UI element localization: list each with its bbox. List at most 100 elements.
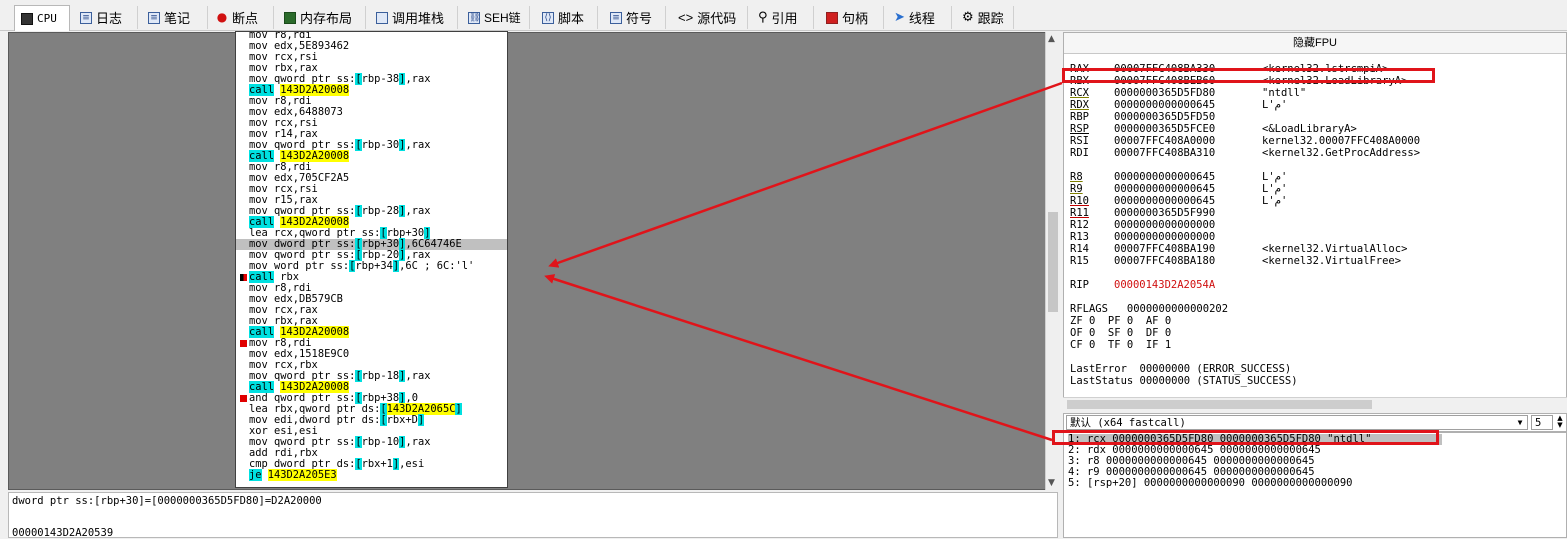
- disasm-line[interactable]: mov qword ptr ss:[rbp-20],rax: [236, 249, 507, 261]
- argument-count-stepper[interactable]: ▲ ▼: [1554, 415, 1566, 430]
- disasm-line[interactable]: cmp dword ptr ds:[rbx+1],esi: [236, 458, 507, 470]
- scrollbar-thumb[interactable]: [1067, 400, 1372, 409]
- tab-source[interactable]: <> 源代码: [672, 6, 748, 29]
- disasm-line[interactable]: call 143D2A20008: [236, 381, 507, 393]
- disasm-line[interactable]: mov r8,rdi: [236, 32, 507, 41]
- chevron-down-icon[interactable]: ▼: [1517, 418, 1523, 427]
- disasm-line[interactable]: mov edx,705CF2A5: [236, 173, 507, 184]
- register-value[interactable]: 0000000365D5FCE0: [1114, 123, 1216, 135]
- disasm-line[interactable]: lea rbx,qword ptr ds:[143D2A2065C]: [236, 403, 507, 415]
- disasm-line[interactable]: mov rbx,rax: [236, 316, 507, 327]
- flags-row[interactable]: ZF 0 PF 0 AF 0: [1070, 315, 1172, 327]
- disasm-line[interactable]: mov word ptr ss:[rbp+34],6C ; 6C:'l': [236, 260, 507, 272]
- register-value[interactable]: 0000000000000645: [1114, 171, 1216, 183]
- disasm-line[interactable]: mov rcx,rsi: [236, 118, 507, 129]
- hide-fpu-button[interactable]: 隐藏FPU: [1064, 33, 1566, 54]
- chevron-up-icon[interactable]: ▲: [1557, 414, 1563, 422]
- disasm-text: mov qword ptr ss:[rbp-28],rax: [249, 205, 431, 217]
- disasm-line[interactable]: mov r8,rdi: [236, 96, 507, 107]
- disasm-line[interactable]: mov rcx,rax: [236, 305, 507, 316]
- breakpoint-marker-icon[interactable]: [240, 395, 247, 402]
- register-value[interactable]: 0000000000000645: [1114, 99, 1216, 111]
- disasm-line[interactable]: mov edx,5E893462: [236, 41, 507, 52]
- disasm-line[interactable]: mov r8,rdi: [236, 162, 507, 173]
- disasm-line[interactable]: mov rcx,rsi: [236, 184, 507, 195]
- argument-row[interactable]: 2: rdx 0000000000000645 0000000000000645: [1068, 444, 1321, 456]
- disasm-line[interactable]: je 143D2A205E3: [236, 469, 507, 481]
- disasm-line[interactable]: mov r8,rdi: [236, 338, 507, 349]
- disasm-line[interactable]: call 143D2A20008: [236, 326, 507, 338]
- disasm-line[interactable]: mov r14,rax: [236, 129, 507, 140]
- flags-row[interactable]: CF 0 TF 0 IF 1: [1070, 339, 1172, 351]
- disasm-line[interactable]: mov rcx,rsi: [236, 52, 507, 63]
- calling-convention-select[interactable]: 默认 (x64 fastcall) ▼: [1066, 415, 1528, 430]
- tab-seh-chain[interactable]: ⛓ SEH链: [462, 6, 530, 29]
- info-pane: dword ptr ss:[rbp+30]=[0000000365D5FD80]…: [8, 492, 1058, 539]
- tab-references[interactable]: ⚲ 引用: [752, 6, 814, 29]
- register-value[interactable]: 0000000365D5FD50: [1114, 111, 1216, 123]
- register-value[interactable]: 00007FFC408BA310: [1114, 147, 1216, 159]
- tab-cpu[interactable]: CPU: [14, 5, 70, 31]
- disasm-line[interactable]: mov qword ptr ss:[rbp-30],rax: [236, 139, 507, 151]
- register-value[interactable]: 0000000365D5FD80: [1114, 87, 1216, 99]
- disasm-line[interactable]: call 143D2A20008: [236, 84, 507, 96]
- disasm-line[interactable]: mov qword ptr ss:[rbp-38],rax: [236, 73, 507, 85]
- disasm-line[interactable]: add rdi,rbx: [236, 448, 507, 459]
- disasm-line[interactable]: mov r15,rax: [236, 195, 507, 206]
- flags-row[interactable]: OF 0 SF 0 DF 0: [1070, 327, 1172, 339]
- tab-handles[interactable]: 句柄: [820, 6, 884, 29]
- register-value[interactable]: 00000143D2A2054A: [1114, 279, 1216, 291]
- scrollbar-thumb[interactable]: [1048, 212, 1058, 312]
- disasm-line[interactable]: mov r8,rdi: [236, 283, 507, 294]
- tab-script[interactable]: ⟨⟩ 脚本: [536, 6, 598, 29]
- register-value[interactable]: 00007FFC408BA190: [1114, 243, 1216, 255]
- disasm-line[interactable]: xor esi,esi: [236, 426, 507, 437]
- registers-hscrollbar[interactable]: [1063, 397, 1567, 411]
- register-value[interactable]: 00007FFC408A0000: [1114, 135, 1216, 147]
- disasm-line[interactable]: mov edx,1518E9C0: [236, 349, 507, 360]
- register-value[interactable]: 0000000365D5F990: [1114, 207, 1216, 219]
- disasm-line[interactable]: mov rbx,rax: [236, 63, 507, 74]
- scroll-up-icon[interactable]: ▲: [1048, 34, 1055, 44]
- rflags-row[interactable]: RFLAGS 0000000000000202: [1070, 303, 1229, 315]
- tab-log[interactable]: ≡ 日志: [74, 6, 138, 29]
- tab-memory-map[interactable]: 内存布局: [278, 6, 366, 29]
- tab-notes[interactable]: ≡ 笔记: [142, 6, 208, 29]
- disasm-line[interactable]: mov edx,DB579CB: [236, 294, 507, 305]
- argument-row[interactable]: 4: r9 0000000000000645 0000000000000645: [1068, 466, 1315, 478]
- disasm-line[interactable]: call rbx: [236, 271, 507, 283]
- tab-trace[interactable]: ⚙ 跟踪: [956, 6, 1014, 29]
- disasm-line[interactable]: mov qword ptr ss:[rbp-18],rax: [236, 370, 507, 382]
- disasm-line[interactable]: mov qword ptr ss:[rbp-10],rax: [236, 436, 507, 448]
- register-value[interactable]: 0000000000000645: [1114, 183, 1216, 195]
- disasm-line[interactable]: mov rcx,rbx: [236, 360, 507, 371]
- argument-row[interactable]: 1: rcx 0000000365D5FD80 0000000365D5FD80…: [1068, 434, 1442, 445]
- tab-call-stack[interactable]: 调用堆栈: [370, 6, 458, 29]
- disasm-line[interactable]: lea rcx,qword ptr ss:[rbp+30]: [236, 227, 507, 239]
- breakpoint-marker-icon[interactable]: [240, 340, 247, 347]
- breakpoint-marker-icon[interactable]: [240, 274, 247, 281]
- disassembly-view[interactable]: mov r8,rdi mov edx,5E893462 mov rcx,rsi mov…: [235, 31, 508, 488]
- argument-row[interactable]: 5: [rsp+20] 0000000000000090 00000000000…: [1068, 477, 1353, 489]
- disasm-line[interactable]: call 143D2A20008: [236, 150, 507, 162]
- scroll-down-icon[interactable]: ▼: [1048, 478, 1055, 488]
- register-value[interactable]: 00007FFC408BA180: [1114, 255, 1216, 267]
- disasm-line[interactable]: and qword ptr ss:[rbp+38],0: [236, 392, 507, 404]
- argument-count-input[interactable]: 5: [1531, 415, 1553, 430]
- memory-map-icon: [284, 11, 296, 24]
- disasm-line[interactable]: mov qword ptr ss:[rbp-28],rax: [236, 205, 507, 217]
- disassembly-scrollbar[interactable]: ▲ ▼: [1045, 32, 1060, 490]
- register-value[interactable]: 0000000000000000: [1114, 219, 1216, 231]
- register-value[interactable]: 0000000000000645: [1114, 195, 1216, 207]
- chevron-down-icon[interactable]: ▼: [1557, 421, 1563, 429]
- disasm-line[interactable]: mov dword ptr ss:[rbp+30],6C64746E: [236, 238, 507, 250]
- disasm-line[interactable]: mov edx,6488073: [236, 107, 507, 118]
- tab-symbols[interactable]: ≡ 符号: [604, 6, 666, 29]
- disasm-line[interactable]: mov edi,dword ptr ds:[rbx+D]: [236, 414, 507, 426]
- tab-threads[interactable]: ➤ 线程: [888, 6, 952, 29]
- disasm-line[interactable]: call 143D2A20008: [236, 216, 507, 228]
- argument-row[interactable]: 3: r8 0000000000000645 0000000000000645: [1068, 455, 1315, 467]
- register-value[interactable]: 0000000000000000: [1114, 231, 1216, 243]
- disassembly-pane[interactable]: [8, 32, 1058, 490]
- tab-breakpoints[interactable]: ● 断点: [210, 6, 274, 29]
